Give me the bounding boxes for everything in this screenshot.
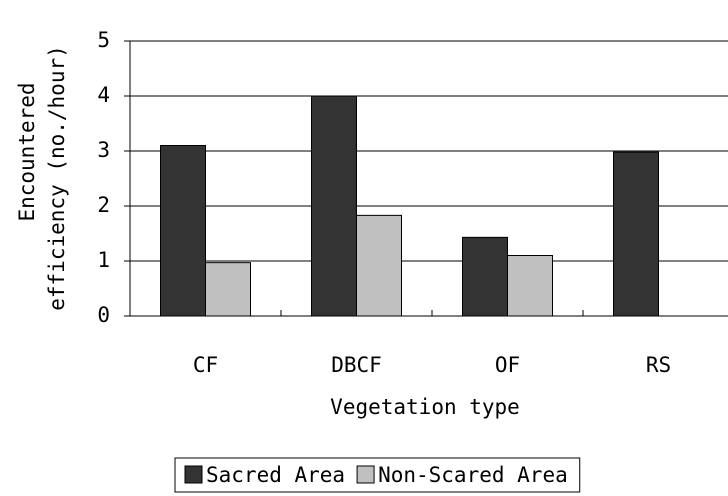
x-tick-label: OF xyxy=(495,353,520,377)
y-tick-label: 0 xyxy=(97,303,110,327)
bar xyxy=(613,151,659,317)
y-tick-label: 3 xyxy=(97,138,110,162)
bar xyxy=(205,262,251,317)
bar xyxy=(311,95,357,317)
y-tick-label: 5 xyxy=(97,28,110,52)
bar xyxy=(356,214,402,317)
y-tick-label: 4 xyxy=(97,83,110,107)
y-tick-label: 2 xyxy=(97,193,110,217)
y-tick-label: 1 xyxy=(97,248,110,272)
bar xyxy=(507,255,553,317)
legend-swatch xyxy=(184,465,203,484)
x-tick-label: RS xyxy=(646,353,671,377)
y-axis-label: efficiency (no./hour) xyxy=(45,45,69,311)
legend-box xyxy=(174,457,581,493)
legend-label: Non-Scared Area xyxy=(378,463,568,487)
legend-label: Sacred Area xyxy=(206,463,345,487)
x-tick-label: CF xyxy=(193,353,218,377)
legend-swatch xyxy=(356,465,375,484)
x-tick-label: DBCF xyxy=(331,353,382,377)
bar xyxy=(462,236,508,317)
x-axis-label: Vegetation type xyxy=(330,395,520,419)
bar xyxy=(160,145,206,317)
y-axis-label: Encountered xyxy=(15,82,39,221)
